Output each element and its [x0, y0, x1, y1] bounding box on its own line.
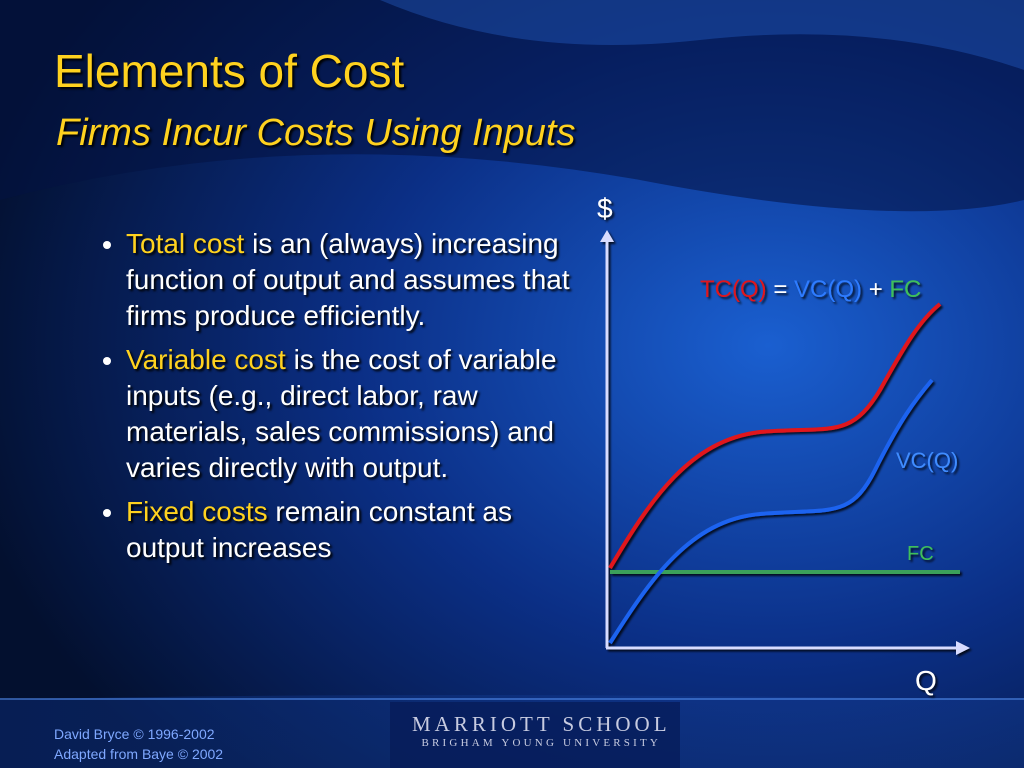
- logo-line: MARRIOTT SCHOOL: [412, 712, 671, 736]
- logo: MARRIOTT SCHOOL BRIGHAM YOUNG UNIVERSITY: [412, 712, 671, 749]
- equals: =: [773, 276, 787, 303]
- credits: David Bryce © 1996-2002 Adapted from Bay…: [54, 724, 223, 764]
- highlight: Variable cost: [126, 344, 286, 375]
- bullet-text: remain constant as output increases: [126, 496, 512, 563]
- equation: TC(Q) = VC(Q) + FC: [700, 276, 921, 303]
- plus: +: [869, 276, 883, 303]
- vc-curve: [608, 378, 934, 645]
- bullet-text: is an (always) increasing function of ou…: [126, 228, 570, 331]
- title: Elements of Cost: [54, 45, 405, 97]
- credit-line: David Bryce © 1996-2002: [54, 726, 215, 742]
- bullet-list: Total cost is an (always) increasing fun…: [80, 226, 596, 574]
- x-arrow: [956, 641, 970, 655]
- fc-term: FC: [889, 276, 921, 303]
- vc-label: VC(Q): [896, 448, 958, 473]
- bullet: Fixed costs remain constant as output in…: [126, 494, 596, 566]
- subtitle: Firms Incur Costs Using Inputs: [56, 112, 576, 154]
- highlight: Total cost: [126, 228, 245, 259]
- x-axis-label: Q: [915, 665, 937, 696]
- bullet: Total cost is an (always) increasing fun…: [126, 226, 596, 334]
- tc-term: TC(Q): [700, 276, 767, 303]
- vc-term: VC(Q): [794, 276, 862, 303]
- tc-curve: [608, 302, 942, 570]
- bullet: Variable cost is the cost of variable in…: [126, 342, 596, 486]
- fc-label: FC: [907, 543, 934, 565]
- y-axis-label: $: [597, 193, 613, 224]
- bullet-text: is the cost of variable inputs (e.g., di…: [126, 344, 557, 483]
- credit-line: Adapted from Baye © 2002: [54, 746, 224, 762]
- logo-line: BRIGHAM YOUNG UNIVERSITY: [421, 737, 662, 749]
- highlight: Fixed costs: [126, 496, 268, 527]
- y-arrow: [600, 230, 614, 242]
